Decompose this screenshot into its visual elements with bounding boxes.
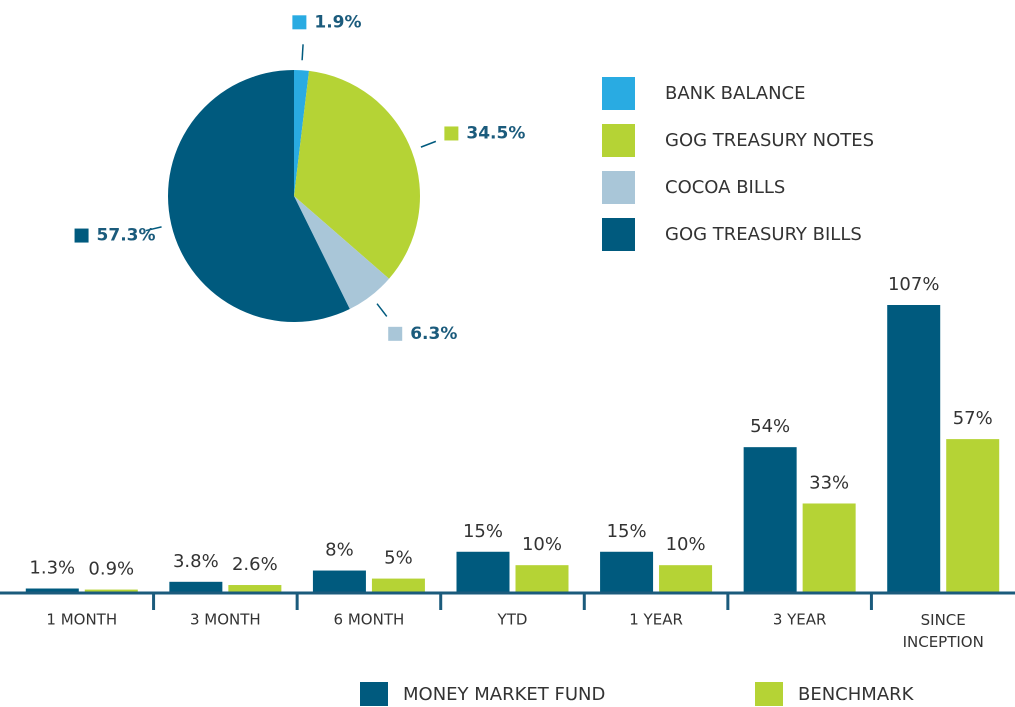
x-tick-label: 3 MONTH xyxy=(190,611,261,629)
legend-label: GOG TREASURY BILLS xyxy=(665,224,862,245)
bar xyxy=(25,588,79,592)
pie-slice xyxy=(294,70,421,279)
bar xyxy=(743,447,797,592)
bar xyxy=(802,503,856,592)
legend-swatch xyxy=(755,682,783,706)
value-label: 3.8% xyxy=(173,551,219,572)
legend-label: BANK BALANCE xyxy=(665,83,805,104)
pie-slice xyxy=(294,70,310,196)
label-swatch xyxy=(388,326,403,341)
label-swatch xyxy=(444,126,459,141)
legend-swatch xyxy=(602,171,635,204)
x-tick-label-line: SINCE xyxy=(921,611,966,629)
leader-line xyxy=(420,140,437,148)
slice-label: 34.5% xyxy=(466,123,525,143)
legend-label: BENCHMARK xyxy=(798,684,915,705)
bar xyxy=(887,305,941,592)
bar xyxy=(169,581,223,592)
x-tick-label: 1 YEAR xyxy=(629,611,683,629)
value-label: 57% xyxy=(953,408,993,429)
legend-swatch xyxy=(602,124,635,157)
leader-line xyxy=(301,44,304,61)
bar xyxy=(228,585,282,592)
leader-line xyxy=(376,303,388,317)
value-label: 0.9% xyxy=(88,559,134,580)
x-tick-label-line: INCEPTION xyxy=(903,633,984,651)
value-label: 1.3% xyxy=(29,558,75,579)
value-label: 15% xyxy=(607,521,647,542)
bar xyxy=(600,551,654,592)
bar xyxy=(312,570,366,592)
value-label: 5% xyxy=(384,548,413,569)
leader-line xyxy=(145,226,162,232)
bar xyxy=(84,589,138,592)
legend-swatch xyxy=(602,77,635,110)
bar xyxy=(659,565,713,592)
value-label: 2.6% xyxy=(232,554,278,575)
x-tick-label: SINCE INCEPTION xyxy=(903,611,984,651)
value-label: 8% xyxy=(325,540,354,561)
legend-label: GOG TREASURY NOTES xyxy=(665,130,874,151)
slice-label: 6.3% xyxy=(410,324,457,344)
pie-slice xyxy=(294,196,390,309)
value-label: 107% xyxy=(888,274,939,295)
slice-label: 57.3% xyxy=(97,226,156,246)
bar xyxy=(371,578,425,592)
legend-label: MONEY MARKET FUND xyxy=(403,684,605,705)
bar xyxy=(946,439,1000,592)
legend-label: COCOA BILLS xyxy=(665,177,785,198)
slice-label: 1.9% xyxy=(314,12,361,32)
x-tick-label: 6 MONTH xyxy=(334,611,405,629)
value-label: 54% xyxy=(750,416,790,437)
label-swatch xyxy=(292,15,307,30)
x-tick-label: 3 YEAR xyxy=(773,611,827,629)
value-label: 10% xyxy=(666,534,706,555)
bar xyxy=(515,565,569,592)
label-swatch xyxy=(74,228,89,243)
legend-swatch xyxy=(360,682,388,706)
value-label: 10% xyxy=(522,534,562,555)
value-label: 15% xyxy=(463,521,503,542)
bar xyxy=(456,551,510,592)
pie-slice xyxy=(168,70,350,322)
legend-swatch xyxy=(602,218,635,251)
value-label: 33% xyxy=(809,472,849,493)
x-tick-label: YTD xyxy=(497,611,528,629)
x-tick-label: 1 MONTH xyxy=(46,611,117,629)
